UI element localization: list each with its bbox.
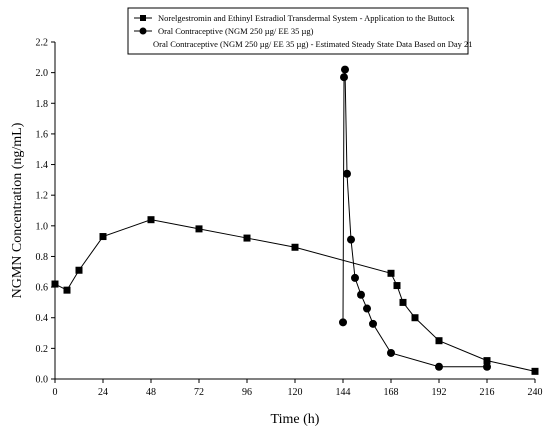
series-1-point bbox=[63, 286, 71, 294]
y-tick-label: 2.2 bbox=[36, 38, 49, 49]
x-tick-label: 72 bbox=[194, 387, 204, 398]
y-tick-label: 2.0 bbox=[36, 68, 49, 79]
series-1-point bbox=[399, 298, 407, 306]
series-2-point bbox=[351, 273, 359, 282]
series-1-point bbox=[393, 282, 401, 290]
series-1-point bbox=[195, 225, 203, 233]
series-1-point bbox=[483, 357, 491, 365]
y-tick-label: 0.8 bbox=[36, 252, 49, 263]
x-axis-title: Time (h) bbox=[271, 412, 320, 427]
x-tick-label: 192 bbox=[432, 387, 447, 398]
y-tick-label: 1.4 bbox=[36, 160, 49, 171]
series-1-point bbox=[147, 216, 155, 224]
legend-box bbox=[127, 7, 469, 55]
series-1-point bbox=[243, 234, 251, 242]
y-tick-label: 1.0 bbox=[36, 221, 49, 232]
series-2-point bbox=[483, 362, 491, 371]
legend-marker-2 bbox=[139, 27, 147, 35]
y-tick-label: 1.8 bbox=[36, 99, 49, 110]
legend-entry-2: Oral Contraceptive (NGM 250 µg/ EE 35 µg… bbox=[158, 26, 314, 36]
legend-entry-1: Norelgestromin and Ethinyl Estradiol Tra… bbox=[158, 13, 455, 23]
series-1-point bbox=[531, 367, 539, 375]
x-tick-label: 24 bbox=[98, 387, 108, 398]
x-tick-label: 120 bbox=[288, 387, 303, 398]
series-2-point bbox=[387, 348, 395, 357]
y-axis-title: NGMN Concentration (ng/mL) bbox=[10, 122, 25, 298]
series-1-point bbox=[75, 266, 83, 274]
series-2-point bbox=[363, 304, 371, 313]
x-tick-label: 240 bbox=[528, 387, 543, 398]
x-tick-label: 144 bbox=[336, 387, 351, 398]
legend: Norelgestromin and Ethinyl Estradiol Tra… bbox=[127, 7, 473, 55]
series-2-point bbox=[343, 169, 351, 178]
y-tick-label: 0.2 bbox=[36, 344, 49, 355]
series-2-point bbox=[357, 290, 365, 299]
series-1-point bbox=[435, 337, 443, 345]
x-tick-label: 216 bbox=[480, 387, 495, 398]
series-2-point bbox=[341, 65, 349, 74]
y-tick-label: 0.0 bbox=[36, 375, 49, 386]
series-1-point bbox=[411, 314, 419, 322]
series-2-point bbox=[339, 318, 347, 327]
series-1-point bbox=[387, 269, 395, 277]
series-2-point bbox=[340, 73, 348, 82]
series-1-point bbox=[51, 280, 59, 288]
y-tick-label: 0.4 bbox=[36, 313, 49, 324]
y-tick-label: 1.2 bbox=[36, 191, 49, 202]
series-1-line bbox=[54, 219, 536, 372]
x-tick-label: 96 bbox=[242, 387, 252, 398]
legend-entry-3: Oral Contraceptive (NGM 250 µg/ EE 35 µg… bbox=[153, 39, 473, 49]
series-2-point bbox=[347, 235, 355, 244]
x-tick-label: 48 bbox=[146, 387, 156, 398]
series-2-point bbox=[435, 362, 443, 371]
legend-marker-1 bbox=[140, 15, 146, 21]
series-2-line bbox=[342, 69, 487, 368]
y-tick-label: 1.6 bbox=[36, 129, 49, 140]
series-1-point bbox=[99, 233, 107, 241]
x-tick-label: 0 bbox=[53, 387, 58, 398]
x-tick-label: 168 bbox=[384, 387, 399, 398]
series-1-point bbox=[291, 243, 299, 251]
series-2-point bbox=[369, 319, 377, 328]
y-tick-label: 0.6 bbox=[36, 283, 49, 294]
